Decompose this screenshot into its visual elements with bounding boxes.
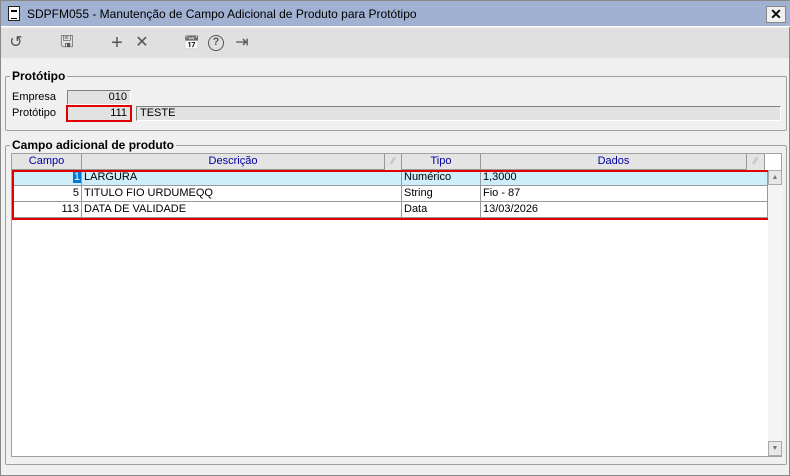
cell-dados[interactable]: 13/03/2026: [481, 202, 768, 217]
table-row[interactable]: 113 DATA DE VALIDADE Data 13/03/2026: [12, 202, 768, 218]
prototipo-legend: Protótipo: [12, 69, 66, 83]
column-header-tipo[interactable]: Tipo: [402, 154, 481, 170]
cell-dados[interactable]: 1,3000: [481, 170, 768, 185]
column-filter-icon[interactable]: ⁄⁄: [747, 154, 765, 170]
table-row[interactable]: 1 LARGURA Numérico 1,3000: [12, 170, 768, 186]
cell-descricao[interactable]: DATA DE VALIDADE: [82, 202, 402, 217]
column-header-descricao[interactable]: Descrição: [82, 154, 385, 170]
empresa-field[interactable]: 010: [67, 90, 131, 105]
cell-dados[interactable]: Fio - 87: [481, 186, 768, 201]
cell-descricao[interactable]: LARGURA: [82, 170, 402, 185]
cell-tipo[interactable]: Numérico: [402, 170, 481, 185]
app-icon: [8, 6, 20, 21]
table-row[interactable]: 5 TITULO FIO URDUMEQQ String Fio - 87: [12, 186, 768, 202]
campos-grid: Campo Descrição ⁄⁄ Tipo Dados ⁄⁄ 1 LARGU…: [11, 153, 782, 457]
column-header-campo[interactable]: Campo: [12, 154, 82, 170]
empresa-label: Empresa: [12, 91, 57, 103]
help-icon[interactable]: ?: [208, 35, 224, 51]
undo-icon[interactable]: ↺: [9, 34, 23, 51]
campos-group: Campo adicional de produto: [5, 138, 787, 465]
add-icon[interactable]: +: [111, 32, 123, 54]
campos-legend: Campo adicional de produto: [12, 138, 175, 152]
column-filter-icon[interactable]: ⁄⁄: [385, 154, 402, 170]
cell-descricao[interactable]: TITULO FIO URDUMEQQ: [82, 186, 402, 201]
cell-tipo[interactable]: Data: [402, 202, 481, 217]
cell-campo[interactable]: 113: [12, 202, 82, 217]
window-title: SDPFM055 - Manutenção de Campo Adicional…: [27, 7, 417, 21]
scroll-up-button[interactable]: ▲: [768, 170, 782, 185]
calendar-icon[interactable]: 📅: [183, 35, 201, 50]
vertical-scrollbar[interactable]: ▲ ▼: [768, 170, 782, 456]
scroll-down-button[interactable]: ▼: [768, 441, 782, 456]
prototipo-group: Protótipo: [5, 69, 787, 131]
column-header-dados[interactable]: Dados: [481, 154, 747, 170]
save-icon[interactable]: 🖫: [60, 34, 74, 51]
title-bar: SDPFM055 - Manutenção de Campo Adicional…: [1, 1, 790, 27]
prototipo-descricao-field[interactable]: TESTE: [136, 106, 781, 121]
exit-icon[interactable]: ⇥: [235, 34, 249, 51]
prototipo-label: Protótipo: [12, 107, 57, 119]
toolbar: ↺ 🖫 + ✕ 📅 ? ⇥: [1, 28, 789, 58]
cell-tipo[interactable]: String: [402, 186, 481, 201]
prototipo-field[interactable]: 111: [66, 105, 132, 122]
highlight-box: [12, 170, 770, 220]
cell-campo[interactable]: 5: [12, 186, 82, 201]
delete-icon[interactable]: ✕: [135, 34, 149, 51]
close-button[interactable]: ✕: [766, 6, 786, 23]
cell-campo[interactable]: 1: [72, 171, 81, 183]
